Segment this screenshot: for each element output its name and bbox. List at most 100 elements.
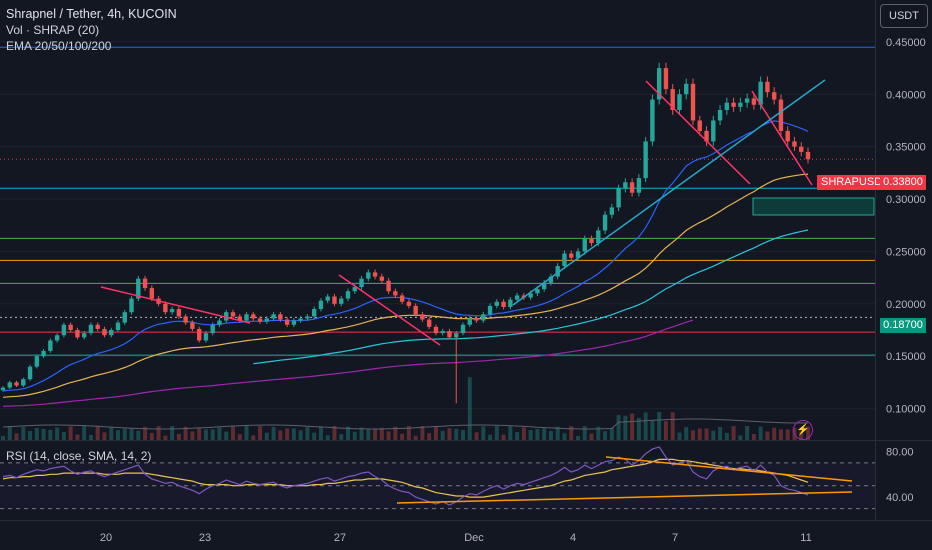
candle-body[interactable] [81, 333, 87, 338]
candle-body[interactable] [136, 278, 141, 299]
candle-body[interactable] [602, 214, 608, 231]
candle-body[interactable] [697, 120, 702, 131]
candle-body[interactable] [663, 68, 669, 90]
candle-body[interactable] [555, 266, 560, 277]
candle-body[interactable] [487, 305, 493, 315]
candle-body[interactable] [244, 314, 249, 321]
candle-body[interactable] [413, 305, 418, 315]
candle-body[interactable] [237, 316, 242, 321]
support-zone-box[interactable] [752, 197, 875, 216]
candle-body[interactable] [75, 330, 80, 338]
rsi-trendline-resistance[interactable] [605, 456, 853, 482]
candle-body[interactable] [217, 320, 222, 325]
candle-body[interactable] [129, 298, 134, 313]
candle-body[interactable] [738, 102, 743, 107]
candle-body[interactable] [224, 312, 229, 321]
candle-body[interactable] [68, 324, 73, 330]
candle-body[interactable] [744, 98, 750, 103]
candle-body[interactable] [650, 99, 655, 142]
candle-body[interactable] [7, 382, 12, 388]
candle-body[interactable] [433, 326, 439, 334]
candle-body[interactable] [21, 379, 26, 386]
candle-body[interactable] [366, 272, 371, 279]
candle-body[interactable] [271, 314, 276, 319]
candle-body[interactable] [711, 120, 716, 142]
candle-body[interactable] [332, 296, 337, 304]
trendline-up[interactable] [512, 79, 826, 306]
candle-body[interactable] [34, 356, 40, 367]
candle-body[interactable] [690, 83, 696, 121]
trendline-down-3[interactable] [645, 80, 751, 185]
candle-body[interactable] [109, 330, 114, 336]
candle-body[interactable] [291, 320, 297, 325]
candle-body[interactable] [758, 81, 763, 105]
candle-body[interactable] [765, 81, 770, 93]
candle-body[interactable] [420, 314, 425, 320]
candle-body[interactable] [799, 146, 804, 152]
candle-body[interactable] [230, 312, 236, 317]
candle-body[interactable] [311, 309, 317, 317]
rsi-trendline-support[interactable] [396, 491, 853, 504]
candle-body[interactable] [447, 331, 452, 338]
candle-body[interactable] [589, 238, 594, 244]
candle-body[interactable] [122, 312, 127, 323]
candle-body[interactable] [61, 324, 67, 336]
candle-body[interactable] [399, 295, 405, 302]
candle-body[interactable] [474, 318, 479, 321]
trendline-down-1[interactable] [100, 286, 251, 324]
candle-body[interactable] [792, 141, 797, 147]
candle-body[interactable] [528, 293, 533, 298]
trendline-down-4[interactable] [751, 90, 813, 186]
candle-body[interactable] [169, 309, 175, 313]
candle-body[interactable] [203, 333, 209, 341]
currency-button[interactable]: USDT [880, 4, 928, 28]
trendline-down-2[interactable] [338, 274, 441, 346]
candle-body[interactable] [278, 314, 283, 320]
candle-body[interactable] [257, 318, 263, 322]
candle-body[interactable] [569, 253, 574, 258]
candle-body[interactable] [724, 102, 730, 110]
candle-body[interactable] [501, 301, 506, 307]
candle-body[interactable] [636, 178, 642, 193]
candle-body[interactable] [284, 319, 290, 325]
candle-body[interactable] [176, 309, 182, 317]
candle-body[interactable] [264, 318, 270, 322]
candle-body[interactable] [41, 350, 46, 357]
candle-body[interactable] [359, 278, 364, 288]
candle-body[interactable] [393, 291, 398, 296]
candle-body[interactable] [183, 316, 188, 323]
candle-body[interactable] [596, 230, 601, 244]
candle-body[interactable] [562, 253, 567, 267]
candle-body[interactable] [805, 151, 811, 160]
candle-body[interactable] [609, 207, 615, 215]
candle-body[interactable] [298, 318, 303, 321]
candle-body[interactable] [731, 102, 736, 107]
candle-body[interactable] [467, 318, 472, 325]
candle-body[interactable] [325, 296, 330, 301]
candle-body[interactable] [541, 282, 547, 290]
candle-body[interactable] [305, 316, 310, 319]
candle-body[interactable] [163, 303, 168, 313]
candle-body[interactable] [771, 92, 777, 100]
candle-body[interactable] [210, 324, 215, 334]
candle-body[interactable] [582, 238, 587, 252]
candle-body[interactable] [575, 251, 581, 258]
candle-body[interactable] [48, 340, 53, 351]
candle-body[interactable] [386, 280, 391, 292]
candle-body[interactable] [95, 324, 100, 329]
candle-body[interactable] [318, 300, 324, 310]
candle-body[interactable] [514, 295, 520, 300]
candle-body[interactable] [643, 141, 648, 179]
candle-body[interactable] [339, 298, 344, 304]
candle-body[interactable] [751, 98, 757, 105]
candle-body[interactable] [704, 130, 709, 142]
candle-body[interactable] [190, 322, 195, 329]
candle-body[interactable] [88, 324, 94, 334]
candle-body[interactable] [440, 331, 445, 334]
candle-body[interactable] [379, 276, 385, 281]
candle-body[interactable] [372, 272, 378, 277]
candle-body[interactable] [684, 83, 689, 95]
candle-body[interactable] [778, 99, 784, 131]
candle-body[interactable] [115, 322, 121, 330]
